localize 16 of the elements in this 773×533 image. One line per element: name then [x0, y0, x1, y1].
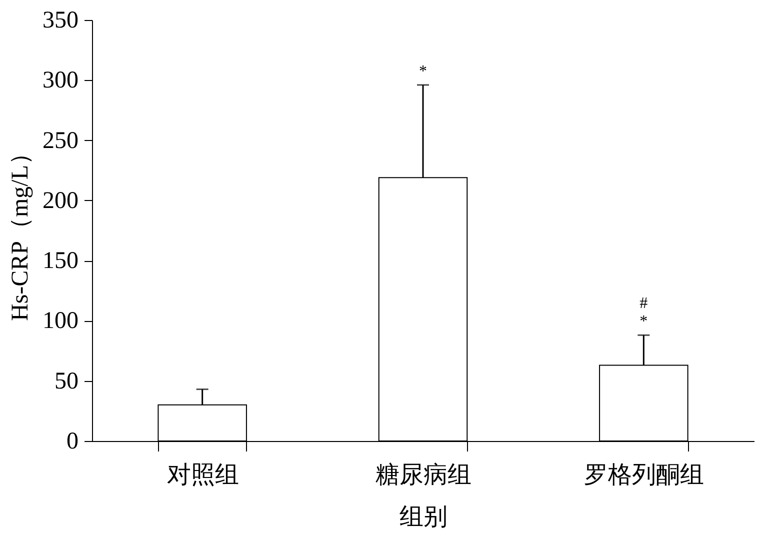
y-tick-label: 150 [42, 248, 78, 274]
y-tick-label: 350 [42, 8, 78, 34]
y-tick-label: 50 [54, 368, 78, 394]
x-tick-label: 对照组 [166, 462, 239, 488]
y-tick-label: 300 [42, 68, 78, 94]
annotation: # [640, 295, 648, 312]
y-tick-label: 250 [42, 128, 78, 154]
y-tick-label: 0 [66, 428, 78, 454]
annotation: * [640, 313, 648, 330]
x-axis-title: 组别 [400, 504, 448, 530]
x-tick-label: 糖尿病组 [376, 462, 472, 488]
x-tick-label: 罗格列酮组 [584, 462, 704, 488]
y-tick-label: 100 [42, 308, 78, 334]
y-tick-label: 200 [42, 188, 78, 214]
y-axis-title: Hs-CRP（mg/L） [8, 140, 34, 322]
annotation: * [419, 62, 427, 80]
